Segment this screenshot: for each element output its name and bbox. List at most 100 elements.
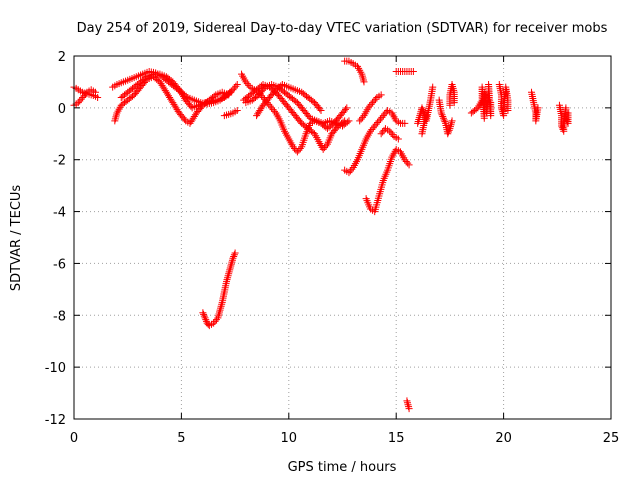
data-point	[440, 116, 448, 124]
data-point	[394, 135, 402, 143]
data-point	[217, 304, 225, 312]
data-point	[76, 97, 84, 105]
data-point	[403, 397, 411, 405]
data-point	[378, 113, 386, 121]
data-point	[167, 77, 175, 85]
data-point	[387, 129, 395, 137]
data-point	[360, 78, 368, 86]
data-point	[243, 80, 251, 88]
data-point	[377, 91, 385, 99]
data-point	[229, 254, 237, 262]
data-point	[266, 102, 274, 110]
data-point	[296, 118, 304, 126]
data-point	[216, 308, 224, 316]
data-point	[414, 119, 422, 127]
data-point	[405, 161, 413, 169]
data-point	[366, 127, 374, 135]
data-point	[223, 276, 231, 284]
data-point	[212, 316, 220, 324]
data-point	[293, 148, 301, 156]
x-tick-label: 15	[388, 431, 405, 446]
data-point	[226, 264, 234, 272]
data-point	[253, 92, 261, 100]
data-point	[321, 144, 329, 152]
data-point	[405, 403, 413, 411]
data-point	[317, 106, 325, 114]
data-point	[379, 128, 387, 136]
data-point	[141, 74, 149, 82]
data-point	[348, 165, 356, 173]
data-point	[231, 249, 239, 257]
data-point	[419, 106, 427, 114]
data-point	[80, 92, 88, 100]
data-point	[269, 106, 277, 114]
data-point	[450, 99, 458, 107]
data-point	[227, 262, 235, 270]
data-point	[210, 319, 218, 327]
data-point	[437, 109, 445, 117]
data-point	[409, 68, 417, 76]
data-point	[359, 113, 367, 121]
data-point	[289, 143, 297, 151]
data-point	[218, 300, 226, 308]
data-points	[70, 57, 572, 413]
data-point	[419, 107, 427, 115]
data-point	[91, 88, 99, 96]
data-point	[415, 116, 423, 124]
data-point	[418, 104, 426, 112]
data-point	[211, 317, 219, 325]
data-point	[487, 99, 495, 107]
y-tick-labels: -12 -10 -8 -6 -4 -2 0 2	[45, 50, 66, 428]
data-point	[402, 157, 410, 165]
data-point	[372, 120, 380, 128]
data-point	[316, 105, 324, 113]
y-tick-label: -2	[53, 154, 66, 169]
data-point	[356, 117, 364, 125]
data-point	[200, 310, 208, 318]
y-axis-label: SDTVAR / TECUs	[9, 185, 24, 292]
chart-title: Day 254 of 2019, Sidereal Day-to-day VTE…	[77, 21, 608, 36]
data-point	[259, 93, 267, 101]
data-point	[74, 99, 82, 107]
data-point	[359, 76, 367, 84]
data-point	[375, 117, 383, 125]
data-point	[564, 109, 572, 117]
y-tick-label: -10	[45, 361, 66, 376]
data-point	[401, 119, 409, 127]
y-tick-label: -6	[53, 257, 66, 272]
data-point	[230, 253, 238, 261]
data-point	[202, 317, 210, 325]
x-tick-label: 5	[177, 431, 185, 446]
data-point	[216, 306, 224, 314]
y-tick-label: 0	[58, 102, 66, 117]
x-tick-label: 0	[70, 431, 78, 446]
data-point	[233, 81, 241, 89]
data-point	[227, 88, 235, 96]
data-point	[292, 97, 300, 105]
x-tick-label: 20	[495, 431, 512, 446]
data-point	[439, 114, 447, 122]
data-point	[201, 314, 209, 322]
data-point	[386, 127, 394, 135]
data-point	[217, 302, 225, 310]
y-tick-label: 2	[58, 50, 66, 65]
data-point	[319, 145, 327, 153]
data-point	[371, 122, 379, 130]
data-point	[77, 95, 85, 103]
data-point	[448, 117, 456, 125]
data-point	[346, 167, 354, 175]
data-point	[401, 156, 409, 164]
data-point	[233, 106, 241, 114]
y-tick-label: -8	[53, 309, 66, 324]
data-point	[224, 274, 232, 282]
data-point	[180, 115, 188, 123]
data-point	[343, 104, 351, 112]
data-point	[224, 272, 232, 280]
data-point	[357, 115, 365, 123]
data-point	[504, 106, 512, 114]
data-point	[441, 118, 449, 126]
data-point	[309, 97, 317, 105]
data-point	[389, 131, 397, 139]
data-point	[429, 83, 437, 91]
data-point	[369, 99, 377, 107]
